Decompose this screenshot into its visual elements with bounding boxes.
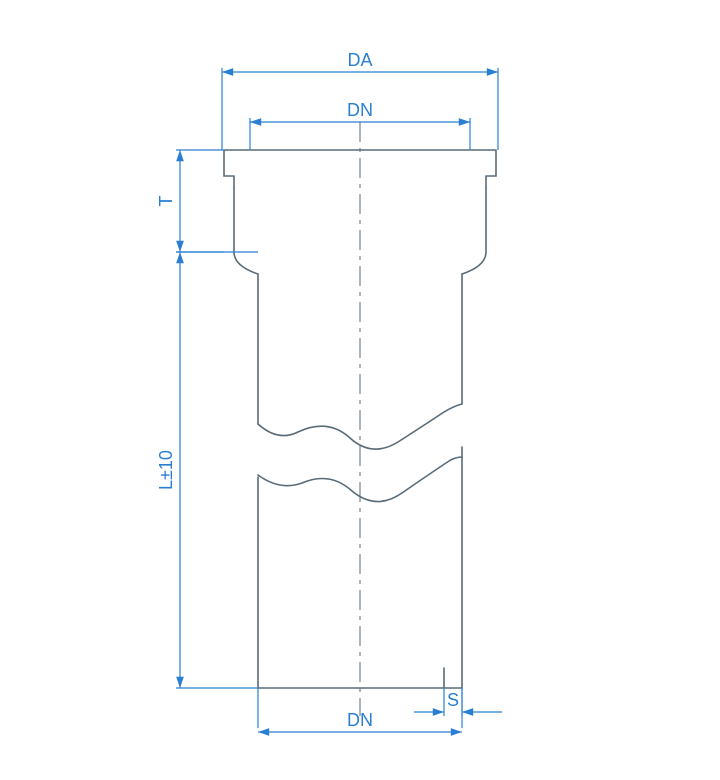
dim-dn-top-label: DN — [347, 100, 373, 120]
dim-t-label: T — [156, 196, 176, 207]
dim-arrow — [176, 241, 184, 252]
dim-arrow — [176, 677, 184, 688]
dim-arrow — [258, 728, 269, 736]
dim-arrow — [459, 118, 470, 126]
dim-l-label: L±10 — [156, 450, 176, 490]
dim-arrow — [433, 708, 444, 716]
dim-arrow — [250, 118, 261, 126]
dim-arrow — [176, 150, 184, 161]
dim-dn-bot-label: DN — [347, 710, 373, 730]
dim-arrow — [487, 68, 498, 76]
dim-da-label: DA — [347, 50, 372, 70]
dim-arrow — [451, 728, 462, 736]
dim-arrow — [176, 252, 184, 263]
dim-s-label: S — [447, 690, 459, 710]
dim-arrow — [462, 708, 473, 716]
dim-arrow — [222, 68, 233, 76]
